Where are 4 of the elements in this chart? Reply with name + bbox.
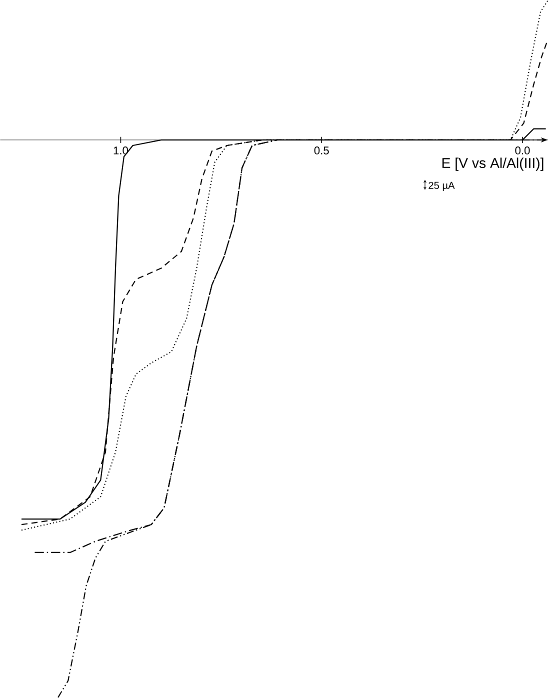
x-tick-label: 0.0 xyxy=(515,146,530,154)
x-axis-title: E [V vs Al/Al(III)] xyxy=(442,158,544,171)
x-tick-label: 0.5 xyxy=(314,146,329,154)
annotation: 25 µA xyxy=(428,182,455,191)
